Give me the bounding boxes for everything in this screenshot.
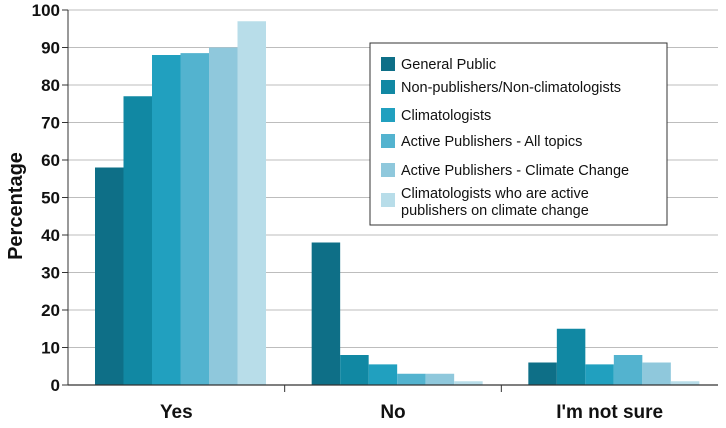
legend-label: Active Publishers - All topics <box>401 134 582 150</box>
bar <box>340 355 369 385</box>
legend-box <box>369 42 668 226</box>
legend-swatch <box>381 134 395 148</box>
bar <box>585 364 614 385</box>
bar <box>425 373 455 385</box>
y-tick-label: 100 <box>32 1 60 20</box>
y-tick-label: 20 <box>41 301 60 320</box>
bar <box>123 96 152 385</box>
bar <box>528 362 557 385</box>
y-axis-title: Percentage <box>5 152 27 260</box>
y-tick-label: 90 <box>41 39 60 58</box>
x-category-label: No <box>380 402 405 423</box>
y-tick-label: 80 <box>41 76 60 95</box>
y-tick-label: 40 <box>41 226 60 245</box>
bar <box>642 362 671 385</box>
bars <box>95 21 700 385</box>
bar <box>556 328 586 385</box>
y-tick-label: 70 <box>41 114 60 133</box>
y-tick-label: 30 <box>41 264 60 283</box>
legend-label: Active Publishers - Climate Change <box>401 163 629 179</box>
y-tick-label: 50 <box>41 189 60 208</box>
bar <box>613 355 643 385</box>
bar <box>209 47 238 385</box>
legend: General Public Non-publishers/Non-climato… <box>369 42 668 226</box>
bar <box>237 21 266 385</box>
y-tick-labels: 0 10 20 30 40 50 60 70 80 90 100 <box>32 1 60 395</box>
legend-swatch <box>381 57 395 71</box>
legend-swatch <box>381 108 395 122</box>
bar <box>180 53 209 385</box>
bar <box>397 373 426 385</box>
legend-label: Non-publishers/Non-climatologists <box>401 80 621 96</box>
bar <box>311 242 341 385</box>
bar <box>670 381 700 385</box>
bar <box>454 381 483 385</box>
x-category-labels: Yes No I'm not sure <box>160 402 663 423</box>
y-tick-label: 60 <box>41 151 60 170</box>
legend-swatch <box>381 193 395 207</box>
bar <box>152 55 181 385</box>
y-tick-label: 10 <box>41 339 60 358</box>
legend-label: Climatologists <box>401 108 491 124</box>
x-category-label: Yes <box>160 402 193 423</box>
bar <box>368 364 398 385</box>
legend-swatch <box>381 80 395 94</box>
axes <box>62 9 718 392</box>
legend-label: Climatologists who are active publishers … <box>401 186 589 219</box>
x-category-label: I'm not sure <box>556 402 663 423</box>
legend-label: General Public <box>401 57 496 73</box>
y-tick-label: 0 <box>51 376 60 395</box>
bar <box>95 167 124 385</box>
legend-swatch <box>381 163 395 177</box>
